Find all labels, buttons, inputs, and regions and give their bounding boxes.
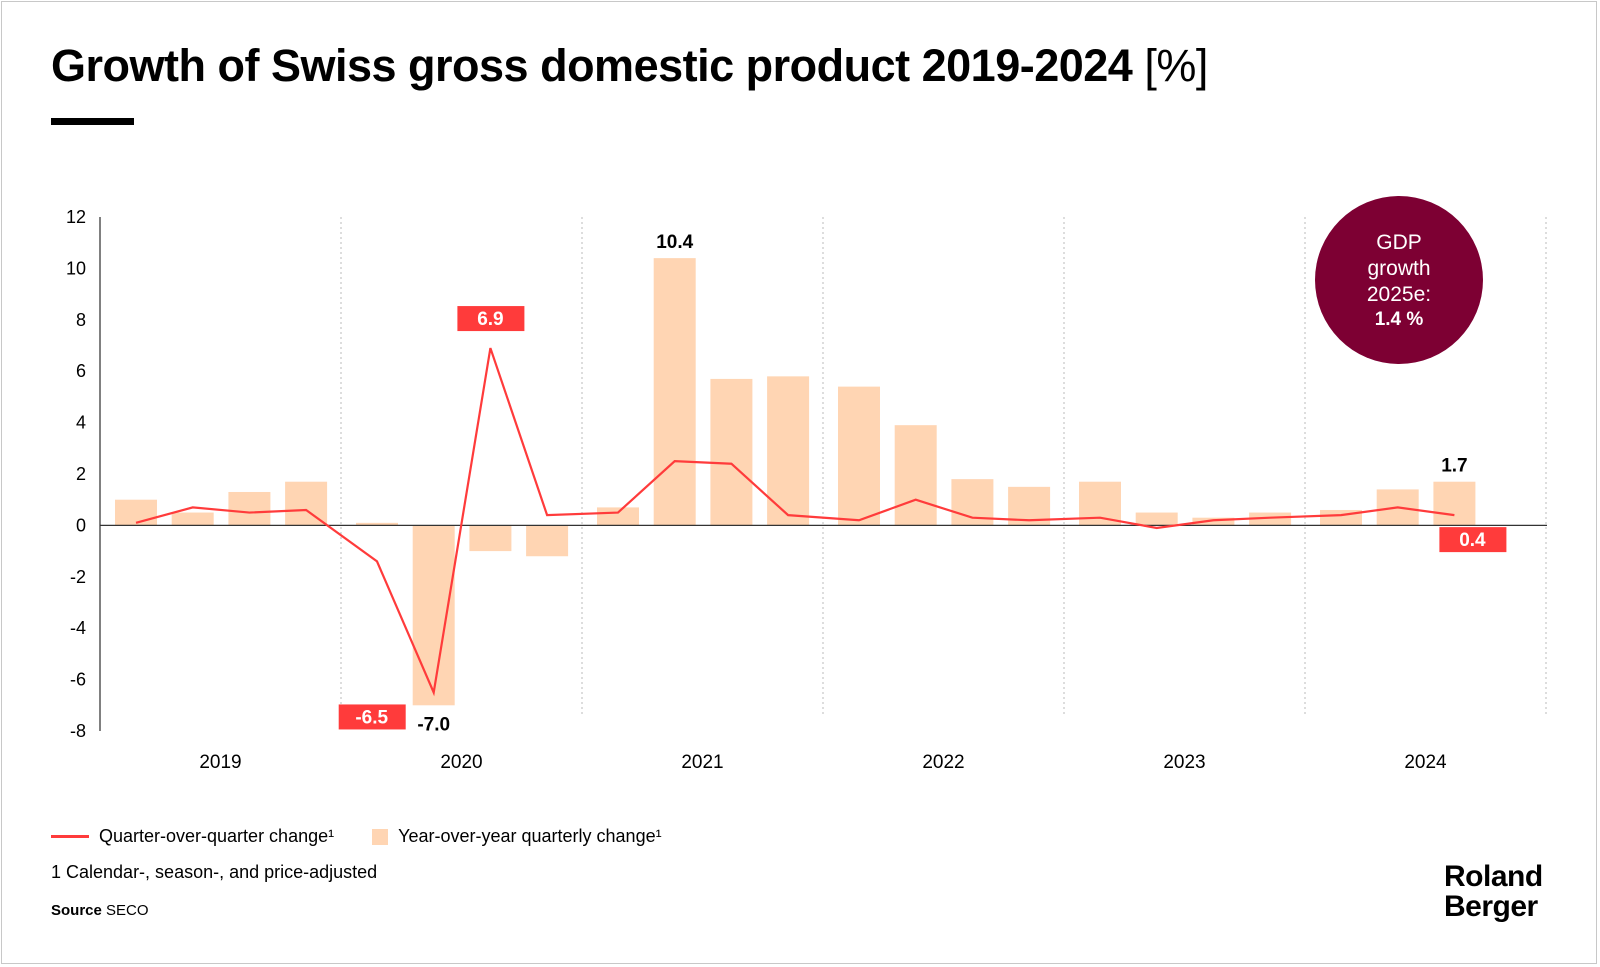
y-tick-label: -4: [70, 618, 86, 638]
line-label-box: [338, 704, 406, 730]
y-tick-label: 2: [76, 464, 86, 484]
yoy-bar: [1135, 512, 1178, 526]
y-tick-label: 12: [66, 207, 86, 227]
title-text: Growth of Swiss gross domestic product 2…: [51, 40, 1133, 91]
source-value: SECO: [106, 902, 149, 919]
line-label-box: [1439, 527, 1507, 553]
line-data-label: 6.9: [477, 309, 503, 330]
source-label: Source: [51, 902, 102, 919]
x-category-label: 2022: [922, 752, 964, 773]
x-category-label: 2020: [440, 752, 482, 773]
legend: Quarter-over-quarter change¹ Year-over-y…: [51, 826, 662, 847]
x-category-label: 2024: [1404, 752, 1447, 773]
yoy-bar: [1433, 481, 1476, 526]
yoy-bar: [526, 525, 569, 557]
callout-text: GDP: [1376, 231, 1422, 254]
callout-value: 1.4 %: [1375, 309, 1424, 330]
logo-line1: Roland: [1444, 860, 1543, 893]
gdp-2025-callout: [1315, 196, 1483, 364]
y-tick-label: -6: [70, 670, 86, 690]
yoy-bar: [597, 507, 639, 526]
logo-line2: Berger: [1444, 890, 1538, 923]
roland-berger-logo: Roland Berger: [1444, 862, 1543, 922]
line-label-box: [457, 306, 525, 332]
x-category-label: 2019: [199, 752, 241, 773]
yoy-bar: [767, 376, 810, 526]
callout-text: 2025e:: [1367, 283, 1431, 306]
title-underline: [51, 118, 134, 125]
legend-line-swatch: [51, 835, 89, 838]
title-unit: [%]: [1144, 40, 1208, 91]
yoy-bar: [285, 481, 328, 526]
bar-data-label: 10.4: [656, 232, 693, 253]
y-tick-label: 6: [76, 361, 86, 381]
x-category-label: 2023: [1163, 752, 1205, 773]
y-tick-label: 4: [76, 413, 86, 433]
yoy-bar: [894, 425, 937, 526]
line-data-label: -6.5: [355, 707, 388, 728]
yoy-bar: [228, 491, 271, 526]
yoy-bar: [838, 386, 880, 526]
callout-text: growth: [1367, 257, 1430, 280]
x-category-label: 2021: [681, 752, 723, 773]
legend-bar-label: Year-over-year quarterly change¹: [398, 826, 662, 846]
yoy-bar: [710, 378, 753, 526]
yoy-bar: [356, 522, 398, 526]
yoy-bar: [1249, 512, 1292, 526]
legend-bar-swatch: [372, 828, 389, 845]
yoy-bar: [653, 258, 696, 526]
yoy-bar: [115, 499, 157, 526]
chart-title: Growth of Swiss gross domestic product 2…: [51, 40, 1208, 92]
line-data-label: 0.4: [1459, 530, 1486, 551]
yoy-bar: [171, 512, 214, 526]
source: Source SECO: [51, 902, 149, 919]
y-tick-label: -2: [70, 567, 86, 587]
y-tick-label: 10: [66, 258, 86, 278]
yoy-bar: [1192, 517, 1235, 526]
y-tick-label: 0: [76, 515, 86, 535]
yoy-bar: [469, 525, 512, 552]
bar-data-label: 1.7: [1441, 456, 1467, 477]
qoq-line: [135, 347, 1455, 697]
bar-data-label: -7.0: [417, 714, 450, 735]
footnote: 1 Calendar-, season-, and price-adjusted: [51, 862, 378, 882]
y-tick-label: 8: [76, 310, 86, 330]
legend-line-label: Quarter-over-quarter change¹: [99, 826, 335, 846]
y-tick-label: -8: [70, 721, 86, 741]
yoy-bar: [412, 525, 455, 706]
